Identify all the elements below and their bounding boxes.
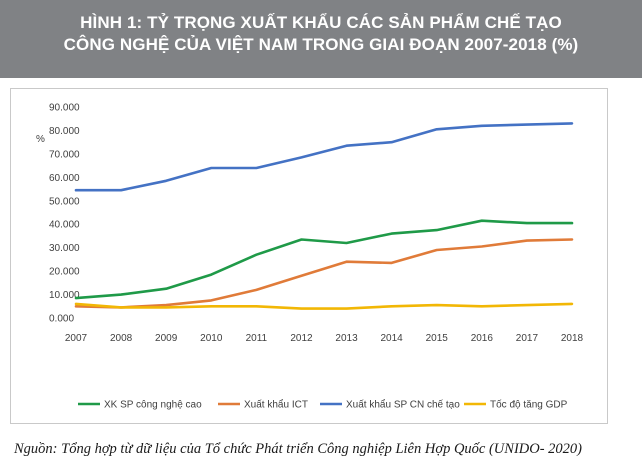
source-note: Nguồn: Tổng hợp từ dữ liệu của Tổ chức P… <box>14 441 582 457</box>
x-tick-label: 2008 <box>110 333 133 344</box>
x-tick-label: 2016 <box>471 333 494 344</box>
legend-label: Tốc độ tăng GDP <box>490 399 568 411</box>
series-line <box>74 219 574 300</box>
x-tick-label: 2015 <box>426 333 449 344</box>
legend-label: Xuất khẩu SP CN chế tạo <box>346 399 460 411</box>
x-tick-label: 2018 <box>561 333 584 344</box>
series-line <box>74 122 574 192</box>
x-tick-label: 2013 <box>335 333 358 344</box>
figure-title-line-2: CÔNG NGHỆ CỦA VIỆT NAM TRONG GIAI ĐOẠN 2… <box>63 35 579 54</box>
figure-title-line-1: HÌNH 1: TỶ TRỌNG XUẤT KHẨU CÁC SẢN PHẨM … <box>80 13 562 32</box>
y-tick-label: 40.000 <box>49 220 80 231</box>
series-line <box>74 238 574 309</box>
figure-header: HÌNH 1: TỶ TRỌNG XUẤT KHẨU CÁC SẢN PHẨM … <box>0 0 642 78</box>
x-tick-label: 2010 <box>200 333 223 344</box>
x-tick-label: 2009 <box>155 333 178 344</box>
chart-frame <box>10 88 608 424</box>
y-tick-label: 80.000 <box>49 126 80 137</box>
series-line <box>74 302 574 310</box>
y-tick-label: 10.000 <box>49 290 80 301</box>
x-tick-label: 2011 <box>246 333 268 344</box>
x-tick-label: 2017 <box>516 333 539 344</box>
y-tick-label: 30.000 <box>49 243 80 254</box>
y-axis-label: % <box>36 134 45 145</box>
legend-label: XK SP công nghệ cao <box>104 400 202 411</box>
y-tick-label: 20.000 <box>49 267 80 278</box>
y-tick-label: 50.000 <box>49 196 80 207</box>
y-tick-label: 0.000 <box>49 314 74 325</box>
x-tick-label: 2012 <box>290 333 313 344</box>
y-tick-label: 70.000 <box>49 149 80 160</box>
y-tick-label: 60.000 <box>49 173 80 184</box>
x-tick-label: 2007 <box>65 333 88 344</box>
y-tick-label: 90.000 <box>49 103 80 114</box>
legend-label: Xuất khẩu ICT <box>244 399 308 411</box>
x-tick-label: 2014 <box>381 333 404 344</box>
